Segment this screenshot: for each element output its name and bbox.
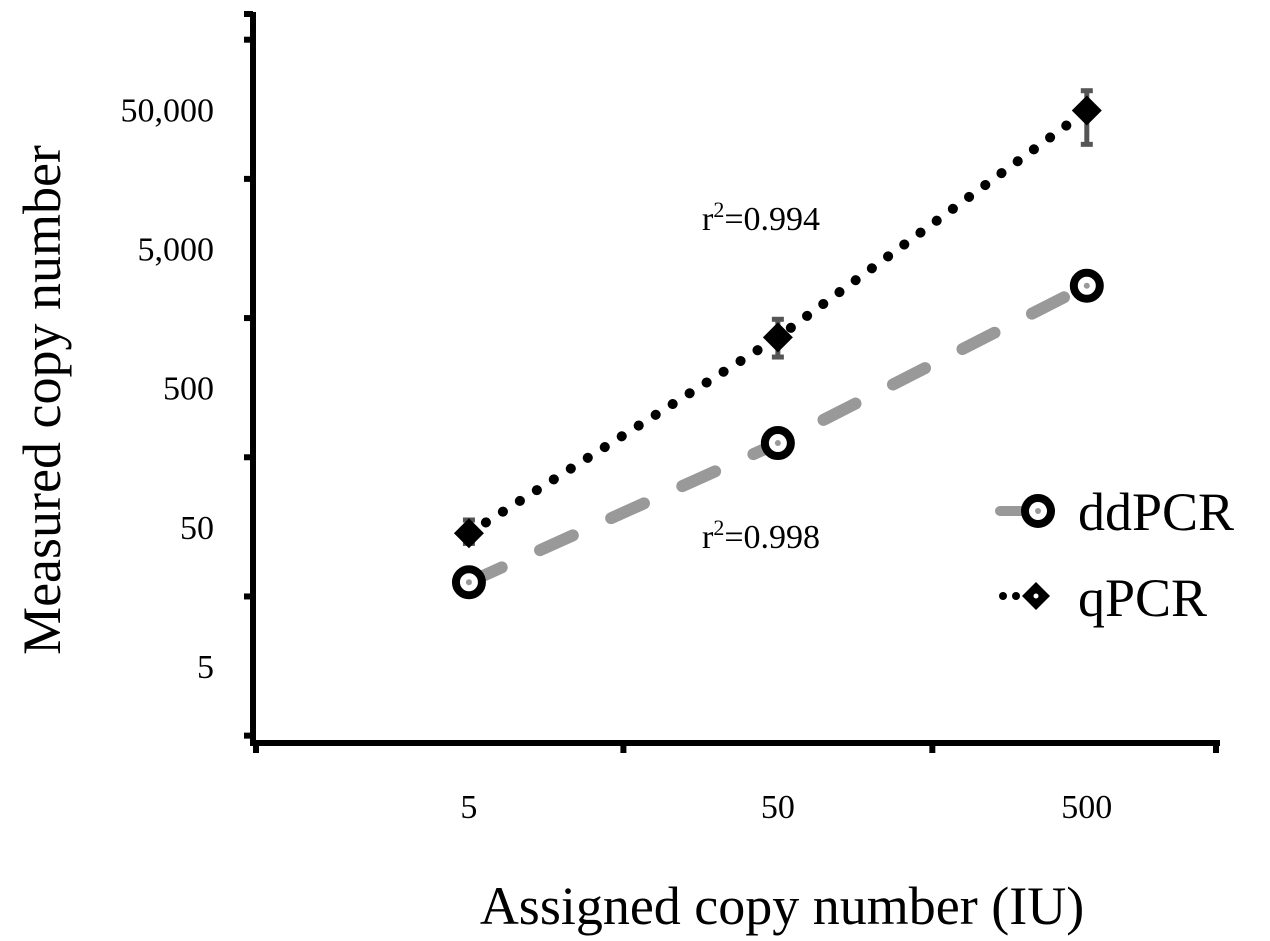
data-markers [451,95,1104,600]
data-point-qpcr-0 [453,518,484,549]
data-point-qpcr-2 [1071,95,1102,126]
legend-qpcr-label: qPCR [1078,568,1207,628]
data-point-qpcr-1 [762,322,793,353]
legend-entry-qpcr: qPCR [999,568,1207,628]
error-bars [462,88,1093,546]
x-tick-label-0: 5 [460,789,477,826]
data-point-ddpcr-0 [451,565,486,600]
y-tick-label-4: 50,000 [121,92,215,129]
legend-qpcr-marker-dot [1033,593,1039,599]
y-axis-title: Measured copy number [12,145,72,655]
annotation-qpcr-r2: r2=0.994 [702,197,820,238]
x-tick-label-2: 500 [1061,789,1112,826]
x-tick-label-1: 50 [761,789,795,826]
legend-qpcr-dot-1 [999,592,1007,600]
x-axis-title: Assigned copy number (IU) [480,876,1084,936]
legend-qpcr-dot-2 [1012,592,1020,600]
axis-ticks [244,11,1219,753]
y-tick-label-2: 500 [163,371,214,408]
legend: ddPCR qPCR [995,482,1234,628]
legend-ddpcr-marker-dot [1035,508,1041,514]
data-point-ddpcr-1 [760,426,795,461]
y-tick-label-3: 5,000 [138,231,215,268]
tick-labels: 5 50 500 5,000 50,000 5 50 500 [121,92,1113,826]
legend-entry-ddpcr: ddPCR [995,482,1234,542]
y-tick-label-0: 5 [197,649,214,686]
y-tick-label-1: 50 [180,510,214,547]
legend-ddpcr-label: ddPCR [1078,482,1234,542]
data-point-ddpcr-2 [1069,268,1104,303]
annotation-ddpcr-r2: r2=0.998 [702,515,820,556]
